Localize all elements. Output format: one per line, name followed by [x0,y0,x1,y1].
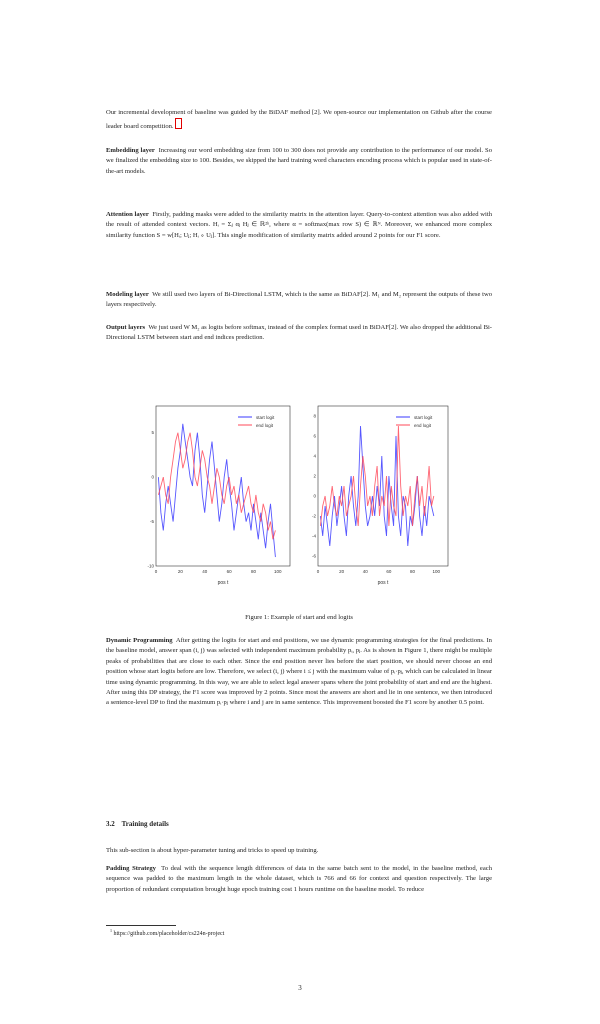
dp-paragraph: Dynamic Programming After getting the lo… [106,636,492,709]
modeling-text: We still used two layers of Bi-Direction… [106,291,493,309]
intro-paragraph: Our incremental development of baseline … [106,108,492,133]
x-tick-label: 40 [363,569,369,574]
x-tick-label: 0 [317,569,320,574]
modeling-heading: Modeling layer [106,291,149,298]
section-heading: 3.2 Training details [106,820,169,828]
x-tick-label: 100 [432,569,440,574]
padding-text: To deal with the sequence length differe… [106,865,493,893]
embedding-text: Increasing our word embedding size from … [106,147,493,175]
embedding-paragraph: Embedding layer Increasing our word embe… [106,146,492,177]
intro-text: Our incremental development of baseline … [106,109,492,131]
series-line-start [157,423,276,558]
training-intro-paragraph: This sub-section is about hyper-paramete… [106,847,319,854]
modeling-paragraph: Modeling layer We still used two layers … [106,290,492,311]
series-line-end [157,432,276,540]
left-xlabel: pos t [218,580,229,586]
output-paragraph: Output layers We just used W M₂ as logit… [106,323,492,344]
y-tick-label: -5 [150,519,154,524]
left-axis-ticks: 0 20 40 60 80 100 -10 -5 0 5 [147,430,282,574]
y-tick-label: 0 [151,475,154,480]
x-tick-label: 20 [178,569,184,574]
legend-label-start: start logit [256,415,275,420]
x-tick-label: 60 [227,569,233,574]
dp-heading: Dynamic Programming [106,637,173,644]
start-end-logit-chart-left: 0 20 40 60 80 100 -10 -5 0 5 start logit end logi… [147,405,291,586]
left-legend: start logit end logit [238,415,275,428]
legend-label-start: start logit [414,415,433,420]
attention-paragraph: Attention layer Firstly, padding masks w… [106,210,492,241]
y-tick-label: -10 [147,564,154,569]
padding-paragraph: Padding Strategy To deal with the sequen… [106,864,492,895]
attention-heading: Attention layer [106,211,149,218]
series-line-end [319,425,435,527]
start-end-logit-chart-right: 0 20 40 60 80 100 -6 -4 -2 0 2 4 6 8 start logit end … [312,405,449,586]
footnote-ref-marker[interactable] [175,118,183,130]
footnote-url[interactable]: https://github.com/placeholder/cs224n-pr… [113,931,225,937]
series-line-start [319,425,435,547]
x-tick-label: 80 [410,569,416,574]
right-xlabel: pos t [378,580,389,586]
y-tick-label: 0 [313,494,316,499]
y-tick-label: -4 [312,534,316,539]
output-heading: Output layers [106,324,146,331]
figure-caption: Figure 1: Example of start and end logit… [245,614,353,621]
legend-label-end: end logit [414,423,432,428]
plot-frame [317,405,449,567]
x-tick-label: 100 [274,569,282,574]
page-number: 3 [298,984,302,992]
footnote: 1 https://github.com/placeholder/cs224n-… [110,928,224,937]
y-tick-label: 8 [313,414,316,419]
output-text: We just used W M₂ as logits before softm… [106,324,493,342]
footnote-divider [106,925,176,926]
dp-text: After getting the logits for start and e… [106,637,492,707]
y-tick-label: 4 [313,454,316,459]
right-series-lines [319,425,435,547]
right-axis-ticks: 0 20 40 60 80 100 -6 -4 -2 0 2 4 6 8 [312,414,440,575]
x-tick-label: 0 [155,569,158,574]
x-tick-label: 60 [386,569,392,574]
left-series-lines [157,423,276,558]
footnote-marker: 1 [110,928,112,933]
embedding-heading: Embedding layer [106,147,155,154]
padding-heading: Padding Strategy [106,865,156,872]
x-tick-label: 80 [251,569,257,574]
section-title: Training details [121,820,169,828]
x-tick-label: 20 [339,569,345,574]
y-tick-label: -6 [312,554,316,559]
legend-label-end: end logit [256,423,274,428]
y-tick-label: 2 [313,474,316,479]
attention-text: Firstly, padding masks were added to the… [106,211,493,239]
y-tick-label: 5 [151,430,154,435]
section-number: 3.2 [106,820,115,828]
y-tick-label: 6 [313,434,316,439]
plot-frame [155,405,291,567]
y-tick-label: -2 [312,514,316,519]
right-legend: start logit end logit [396,415,433,428]
x-tick-label: 40 [202,569,208,574]
